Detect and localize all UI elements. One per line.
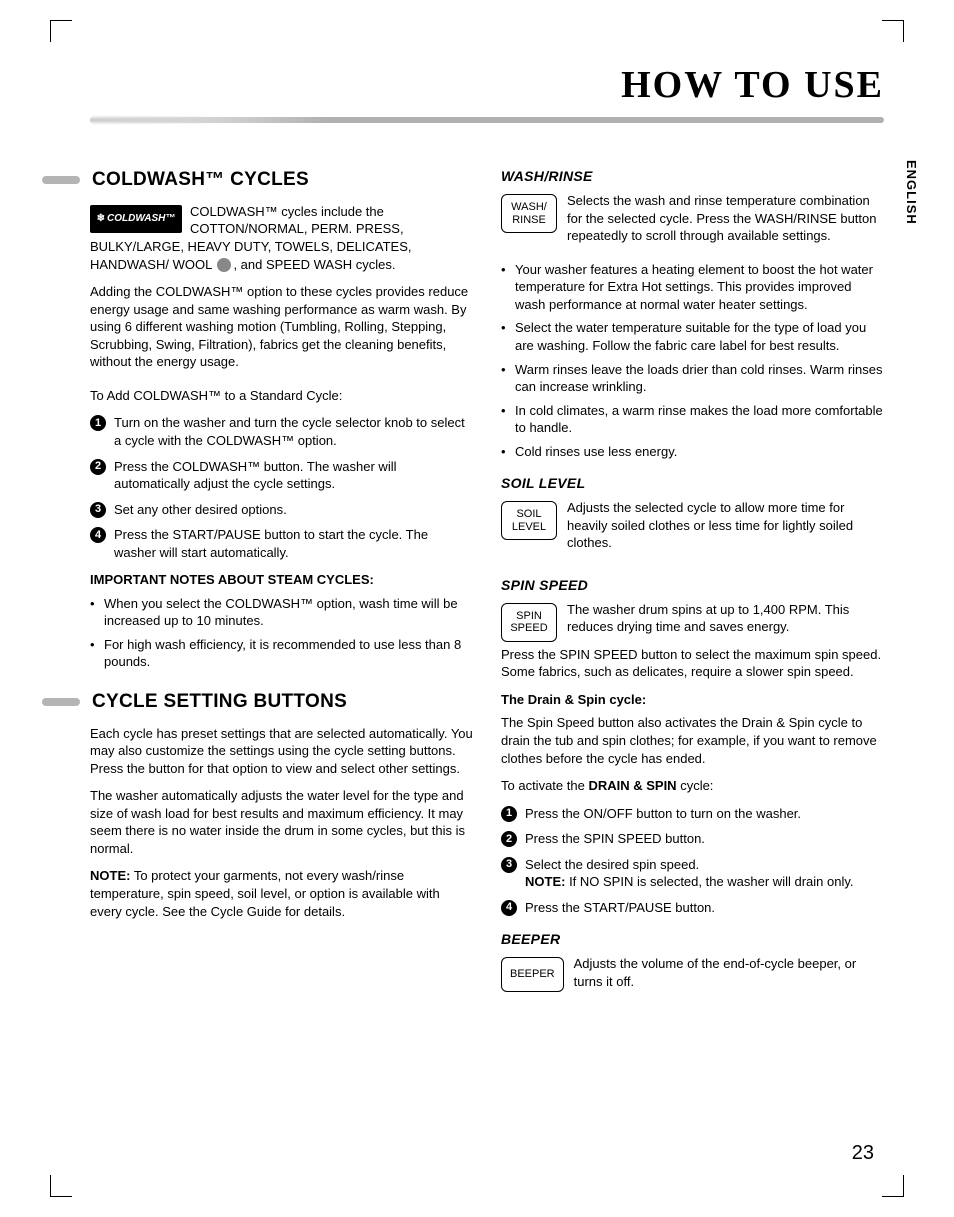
coldwash-logo-icon: COLDWASH™ [90,205,182,233]
header-rule [90,117,884,123]
drain-spin-steps: 1Press the ON/OFF button to turn on the … [501,805,884,917]
language-tab: ENGLISH [902,160,920,225]
step-badge: 4 [501,900,517,916]
drain-spin-activate: To activate the DRAIN & SPIN cycle: [501,777,884,795]
section-marker [42,698,80,706]
spin-speed-p1: Press the SPIN SPEED button to select th… [501,646,884,681]
page-title: HOW TO USE [90,60,884,111]
spin-speed-desc: The washer drum spins at up to 1,400 RPM… [501,601,884,636]
steam-notes-heading: IMPORTANT NOTES ABOUT STEAM CYCLES: [90,571,473,589]
coldwash-steps: 1Turn on the washer and turn the cycle s… [90,414,473,561]
spin-speed-button-icon: SPIN SPEED [501,603,557,642]
section-marker [42,176,80,184]
wash-rinse-desc: Selects the wash and rinse temperature c… [501,192,884,245]
step-badge: 1 [90,415,106,431]
step-badge: 2 [90,459,106,475]
step-badge: 2 [501,831,517,847]
cycle-settings-p2: The washer automatically adjusts the wat… [90,787,473,857]
section-heading-coldwash: COLDWASH™ CYCLES [92,167,309,193]
spin-speed-heading: SPIN SPEED [501,576,884,595]
section-heading-buttons: CYCLE SETTING BUTTONS [92,689,347,715]
step-badge: 4 [90,527,106,543]
soil-level-button-icon: SOIL LEVEL [501,501,557,540]
drain-spin-heading: The Drain & Spin cycle: [501,691,884,709]
step-badge: 3 [501,857,517,873]
wash-rinse-heading: WASH/RINSE [501,167,884,186]
hand-icon [217,258,231,272]
soil-level-desc: Adjusts the selected cycle to allow more… [501,499,884,552]
step-badge: 3 [90,502,106,518]
cycle-settings-note: NOTE: To protect your garments, not ever… [90,867,473,920]
page-number: 23 [852,1140,874,1167]
beeper-button-icon: BEEPER [501,957,564,992]
cycle-settings-p1: Each cycle has preset settings that are … [90,725,473,778]
wash-rinse-bullets: Your washer features a heating element t… [501,261,884,460]
coldwash-description: Adding the COLDWASH™ option to these cyc… [90,283,473,371]
soil-level-heading: SOIL LEVEL [501,474,884,493]
steam-notes-list: When you select the COLDWASH™ option, wa… [90,595,473,671]
beeper-heading: BEEPER [501,930,884,949]
add-coldwash-heading: To Add COLDWASH™ to a Standard Cycle: [90,387,473,405]
wash-rinse-button-icon: WASH/ RINSE [501,194,557,233]
drain-spin-desc: The Spin Speed button also activates the… [501,714,884,767]
step-badge: 1 [501,806,517,822]
